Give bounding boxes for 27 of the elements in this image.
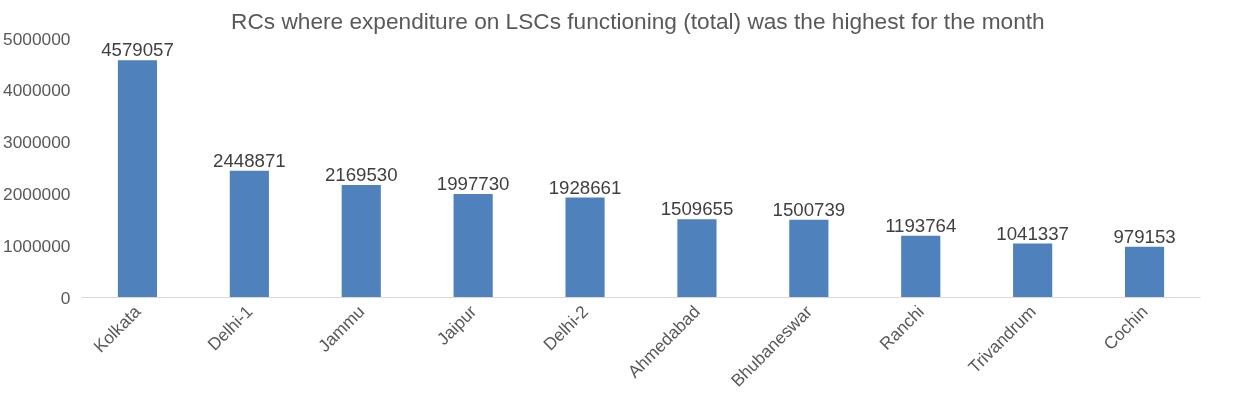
- bar: [117, 60, 158, 298]
- data-label: 1193764: [885, 214, 957, 236]
- bar: [565, 197, 605, 298]
- data-label: 1509655: [660, 198, 734, 220]
- data-label: 4579057: [101, 39, 174, 61]
- y-tick-label: 0: [60, 287, 71, 308]
- y-tick-label: 3000000: [3, 132, 71, 153]
- chart-title: RCs where expenditure on LSCs functioning (total) was the highest for the month: [231, 7, 1045, 34]
- bar: [789, 219, 829, 298]
- data-label: 1928661: [548, 176, 622, 198]
- y-tick-label: 5000000: [3, 28, 71, 49]
- bar: [453, 194, 493, 298]
- y-tick-label: 4000000: [3, 80, 71, 101]
- bar: [229, 170, 269, 298]
- bar: [677, 219, 717, 298]
- bar: [341, 185, 381, 298]
- data-label: 2448871: [213, 149, 286, 171]
- bar: [1013, 243, 1053, 298]
- data-label: 2169530: [324, 164, 398, 186]
- data-label: 1500739: [772, 198, 846, 220]
- y-tick-label: 2000000: [3, 183, 71, 204]
- data-label: 979153: [1113, 225, 1176, 247]
- data-label: 1041337: [996, 222, 1069, 244]
- bar: [901, 235, 941, 298]
- bar: [1124, 246, 1165, 298]
- y-tick-label: 1000000: [3, 235, 71, 256]
- data-label: 1997730: [436, 173, 510, 195]
